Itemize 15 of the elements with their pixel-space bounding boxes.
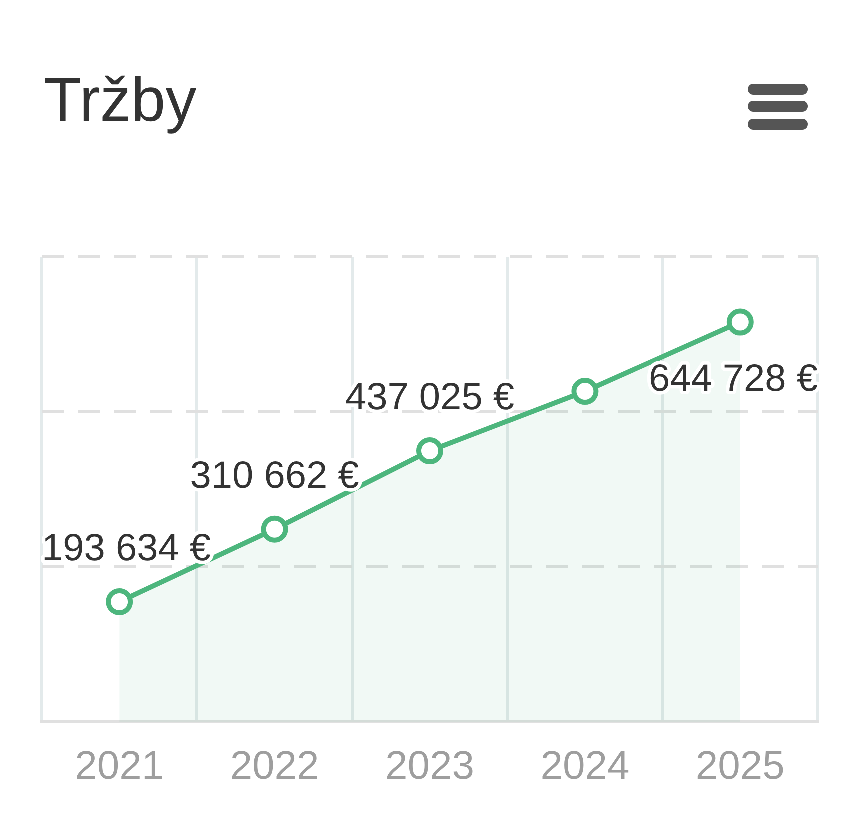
point (261, 516, 288, 543)
data-label: 193 634 € (42, 527, 212, 570)
data-label: 310 662 € (190, 454, 360, 497)
x-tick-label: 2025 (696, 744, 785, 788)
data-label: 644 728 € (648, 358, 818, 400)
chart-title: Tržby (44, 66, 197, 135)
point (106, 588, 134, 616)
x-tick-label: 2022 (230, 744, 320, 788)
x-tick-label: 2024 (540, 744, 630, 788)
x-tick-label: 2023 (386, 744, 474, 788)
point (572, 378, 599, 406)
data-label: 437 025 € (345, 376, 515, 419)
x-tick-label: 2021 (75, 744, 164, 788)
point (416, 438, 444, 465)
point (726, 308, 754, 336)
